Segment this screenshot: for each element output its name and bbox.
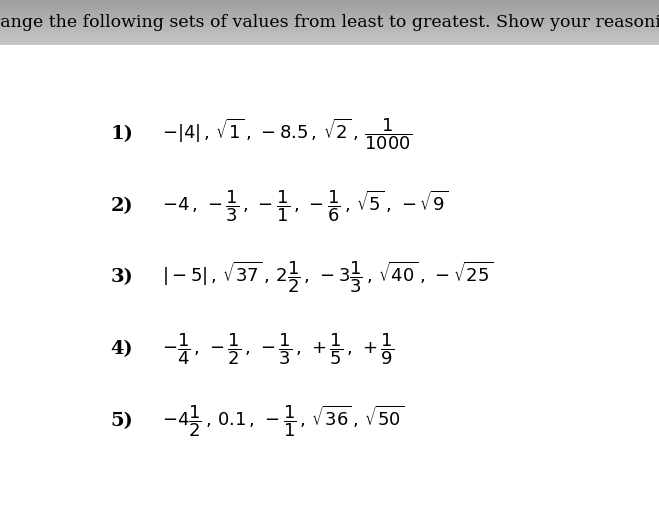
Text: 1): 1) <box>111 125 133 143</box>
Text: $-|4|\,,\,\sqrt{1}\,,\,-8.5\,,\,\sqrt{2}\,,\,\dfrac{1}{1000}$: $-|4|\,,\,\sqrt{1}\,,\,-8.5\,,\,\sqrt{2}… <box>161 116 412 152</box>
Text: $-\dfrac{1}{4}\,,\,-\dfrac{1}{2}\,,\,-\dfrac{1}{3}\,,\,+\dfrac{1}{5}\,,\,+\dfrac: $-\dfrac{1}{4}\,,\,-\dfrac{1}{2}\,,\,-\d… <box>161 331 393 367</box>
Text: $-4\,,\,-\dfrac{1}{3}\,,\,-\dfrac{1}{1}\,,\,-\dfrac{1}{6}\,,\,\sqrt{5}\,,\,-\sqr: $-4\,,\,-\dfrac{1}{3}\,,\,-\dfrac{1}{1}\… <box>161 188 447 224</box>
Text: 3): 3) <box>111 268 133 287</box>
Text: $-4\dfrac{1}{2}\,,\,0.1\,,\,-\dfrac{1}{1}\,,\,\sqrt{36}\,,\,\sqrt{50}$: $-4\dfrac{1}{2}\,,\,0.1\,,\,-\dfrac{1}{1… <box>161 403 404 439</box>
Text: 4): 4) <box>111 340 133 358</box>
Text: Arrange the following sets of values from least to greatest. Show your reasoning: Arrange the following sets of values fro… <box>0 14 659 31</box>
Text: $|-5|\,,\,\sqrt{37}\,,\,2\dfrac{1}{2}\,,\,-3\dfrac{1}{3}\,,\,\sqrt{40}\,,\,-\sqr: $|-5|\,,\,\sqrt{37}\,,\,2\dfrac{1}{2}\,,… <box>161 260 493 295</box>
Text: 2): 2) <box>111 197 133 215</box>
Text: 5): 5) <box>111 412 133 430</box>
